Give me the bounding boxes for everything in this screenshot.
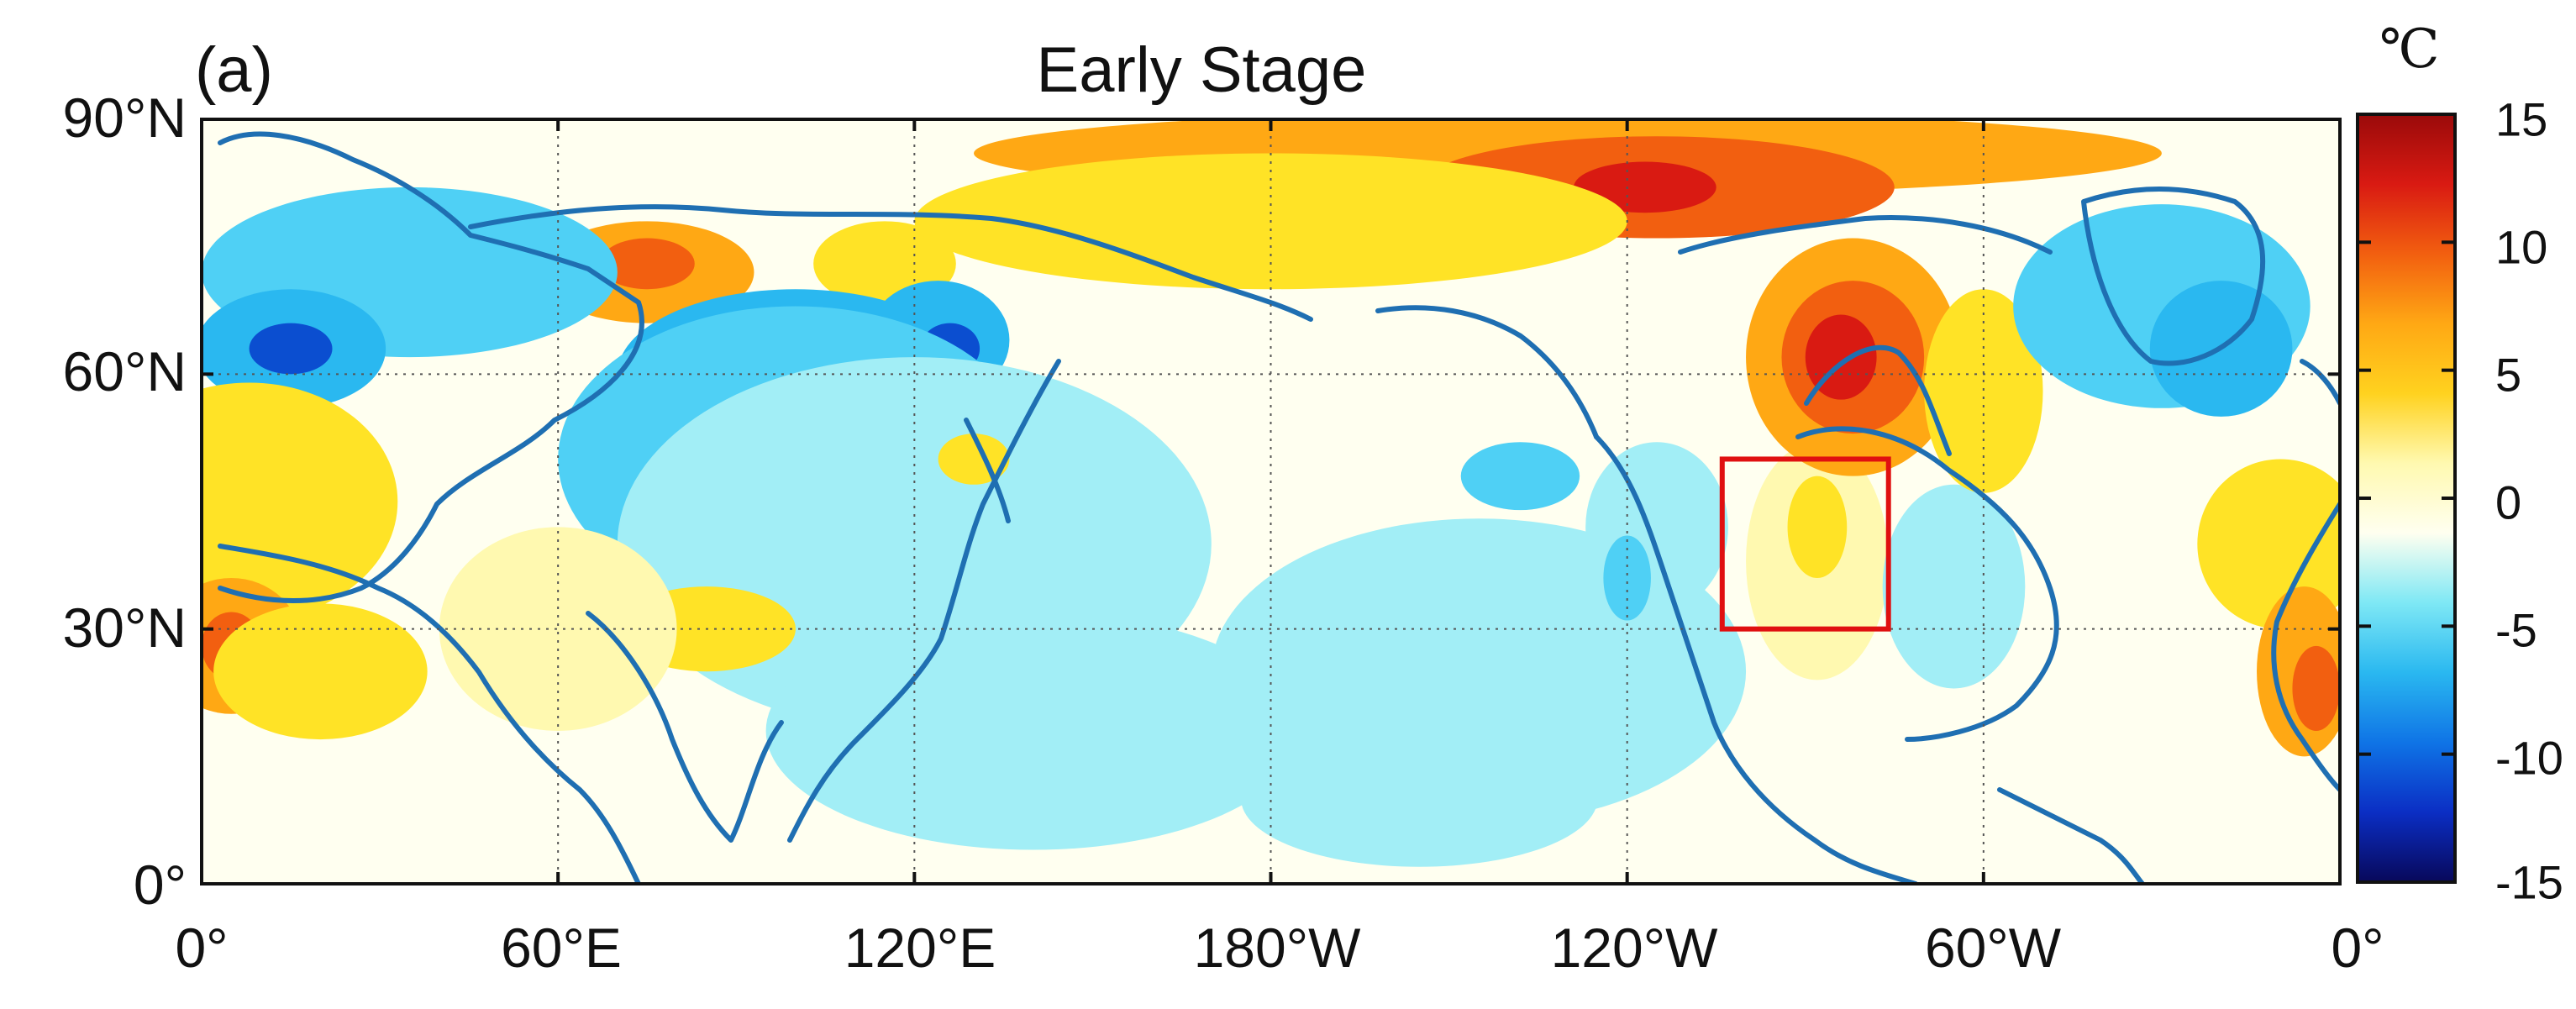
lat-label-60n: 60°N (62, 340, 187, 402)
colorbar-tick-label: -10 (2495, 731, 2563, 785)
lat-label-90n: 90°N (62, 87, 187, 149)
coastlines (218, 131, 2340, 884)
coastline-hudson-bay (1804, 344, 1952, 456)
anomaly-region (1924, 289, 2043, 493)
lat-label-30n: 30°N (62, 596, 187, 659)
coastline-europe (218, 131, 644, 603)
anomaly-region (1603, 535, 1651, 621)
anomaly-region (249, 323, 333, 375)
colorbar-tick-label: -15 (2495, 855, 2563, 909)
gridlines (202, 119, 2340, 884)
coastline-africa-west (2271, 502, 2340, 792)
colorbar-tick-label: -5 (2495, 603, 2537, 657)
lon-label-60e: 60°E (501, 917, 622, 979)
coastline-north-america-east (1795, 426, 2059, 742)
anomaly-region (202, 382, 398, 621)
colorbar-tick-label: 5 (2495, 348, 2522, 402)
axis-ticks (200, 118, 2342, 886)
coastline-alaska (1375, 305, 1599, 439)
coastline-india (586, 611, 784, 843)
lon-label-0: 0° (175, 917, 229, 979)
colorbar (2356, 113, 2457, 884)
anomaly-region (1460, 442, 1580, 511)
anomaly-region (2197, 459, 2340, 629)
coastline-asia-east (787, 359, 1061, 843)
coastline-iceland-uk (2300, 359, 2340, 406)
anomaly-region (1241, 731, 1598, 867)
coastline-asia-north (468, 204, 1313, 322)
lon-label-120w: 120°W (1550, 917, 1718, 979)
lat-label-0: 0° (133, 854, 187, 916)
anomaly-region (1787, 476, 1848, 578)
anomaly-region (439, 527, 677, 732)
coastline-greenland (2081, 187, 2266, 366)
coastline-south-america (1997, 787, 2145, 884)
colorbar-tick-label: 15 (2495, 92, 2548, 146)
anomaly-field (202, 119, 2340, 884)
coastline-japan (964, 418, 1011, 523)
anomaly-region (1882, 484, 2026, 689)
lon-label-120e: 120°E (844, 917, 996, 979)
anomaly-region (1574, 161, 1716, 213)
anomaly-region (599, 238, 695, 290)
panel-label: (a) (195, 34, 273, 106)
figure-title: Early Stage (1036, 34, 1367, 106)
coastline-north-america-west (1594, 434, 1918, 884)
highlight-box (1719, 456, 1891, 632)
colorbar-ticks (2358, 113, 2455, 884)
colorbar-unit: ℃ (2379, 18, 2440, 81)
colorbar-tick-label: 10 (2495, 220, 2548, 274)
anomaly-region (213, 603, 428, 740)
coastline-africa-north (218, 544, 641, 884)
anomaly-region (2292, 645, 2340, 731)
lon-label-180w: 180°W (1193, 917, 1361, 979)
lon-label-60w: 60°W (1924, 917, 2062, 979)
anomaly-region (765, 612, 1301, 850)
lon-label-0-east: 0° (2331, 917, 2384, 979)
coastline-canadian-arctic (1678, 215, 2053, 255)
colorbar-tick-label: 0 (2495, 476, 2522, 529)
